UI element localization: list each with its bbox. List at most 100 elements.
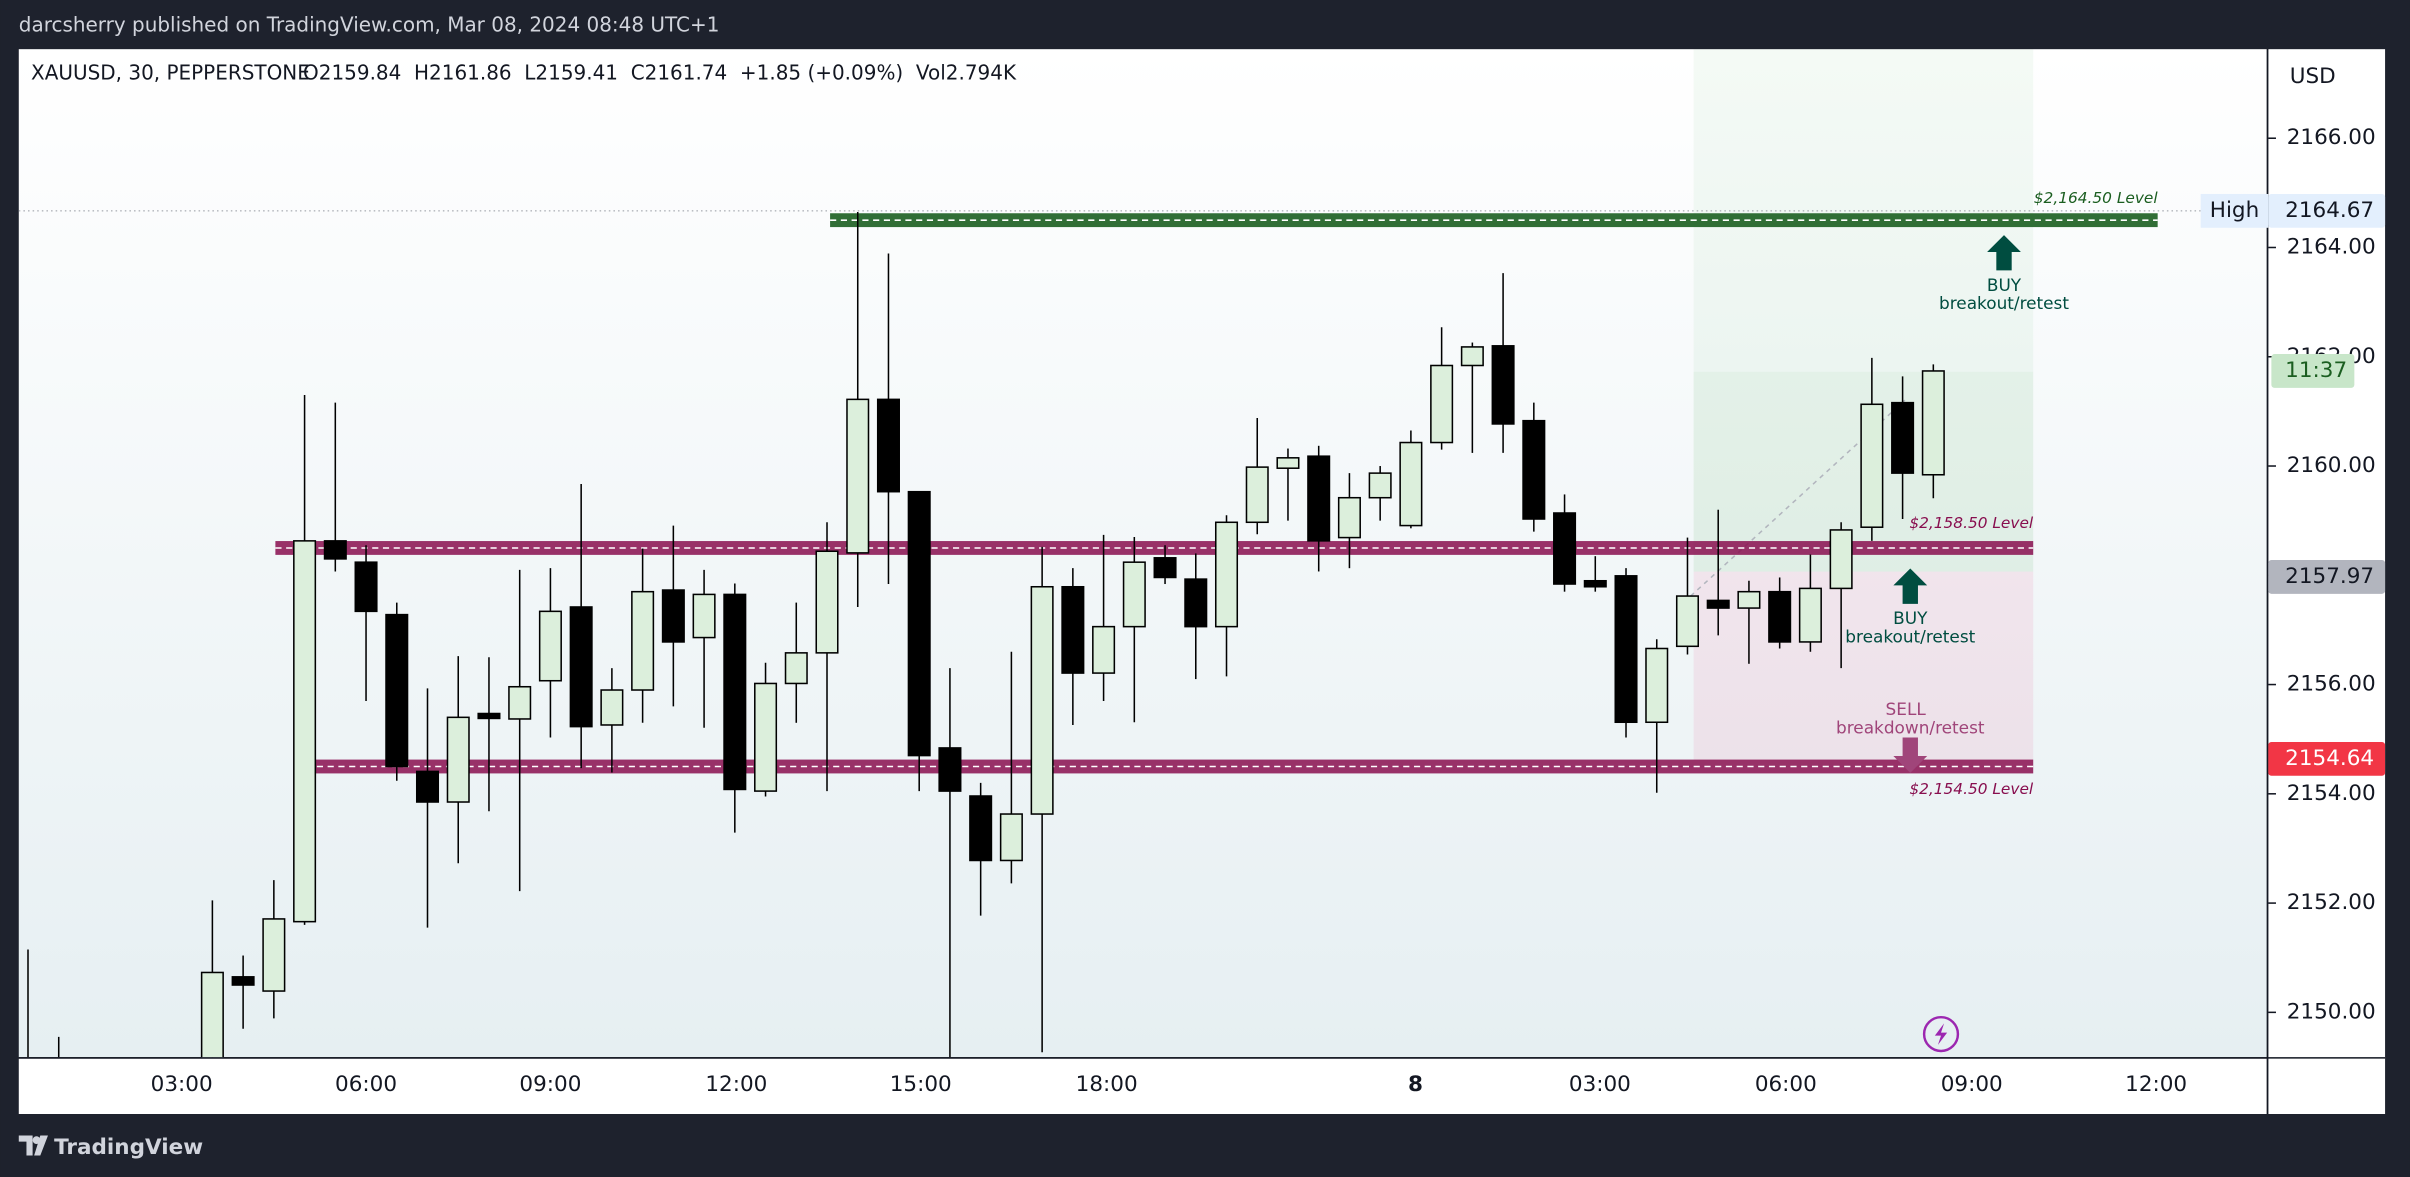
candle-body: [969, 795, 993, 862]
candle-body: [1491, 345, 1515, 425]
x-tick-label: 06:00: [335, 1072, 397, 1097]
candle-body: [1553, 512, 1577, 585]
candle-body: [661, 589, 685, 643]
candle-body: [1061, 585, 1085, 674]
candle-body: [1184, 578, 1208, 628]
candle-body: [1583, 579, 1607, 588]
candle-body: [723, 593, 747, 791]
candle-body: [415, 770, 440, 803]
candle-body: [1768, 590, 1792, 643]
ohlc-legend: O2159.84 H2161.86 L2159.41 C2161.74 +1.8…: [303, 60, 1017, 84]
level-label: $2,164.50 Level: [2034, 189, 2159, 207]
time-axis: [18, 1058, 2267, 1115]
candle-body: [538, 610, 562, 682]
candle-body: [323, 540, 347, 560]
price-badge: [2268, 741, 2386, 776]
arrow: [1987, 235, 2021, 271]
badge-tag-label: High: [2210, 198, 2259, 223]
price-badge: [2268, 193, 2386, 228]
currency[interactable]: USD: [2290, 64, 2336, 89]
candle-body: [754, 682, 778, 792]
plot: [18, 210, 2267, 1058]
price-badge-label: 2157.97: [2285, 564, 2374, 589]
candle-body: [1337, 496, 1361, 539]
x-tick-label: 8: [1408, 1072, 1423, 1097]
candle-body: [231, 976, 255, 986]
candle-body: [477, 712, 501, 720]
x-tick-label: 03:00: [151, 1072, 213, 1097]
candle-body: [907, 490, 931, 757]
candle-body: [200, 971, 224, 1058]
candle-body: [262, 918, 286, 992]
candle-body: [999, 813, 1023, 862]
annotation-text: breakout/retest: [1845, 627, 1975, 647]
lightning-icon[interactable]: [1922, 1015, 1960, 1053]
candle-body: [1245, 466, 1269, 524]
candle-body: [293, 540, 317, 923]
candle-body: [1829, 529, 1853, 590]
candle-body: [1645, 647, 1669, 724]
candle-body: [1522, 419, 1546, 520]
candle-body: [1891, 401, 1915, 474]
candle-body: [1460, 346, 1484, 367]
publish-info: darcsherry published on TradingView.com,…: [19, 13, 720, 37]
candle-body: [1030, 585, 1054, 815]
annotation-title: BUY: [1893, 608, 1928, 628]
candle-body: [1214, 521, 1239, 628]
annotation-title: BUY: [1987, 275, 2022, 295]
candle-body: [1706, 599, 1730, 609]
candle-body: [1307, 455, 1331, 542]
level-band: [830, 213, 2158, 228]
y-tick-label: 2160.00: [2287, 453, 2376, 478]
candle-body: [1276, 457, 1300, 469]
x-tick-label: 12:00: [2125, 1072, 2187, 1097]
candle-body: [1614, 575, 1638, 724]
level-label: $2,154.50 Level: [1909, 780, 2034, 798]
y-tick-label: 2166.00: [2287, 125, 2376, 150]
candle-body: [600, 689, 624, 726]
candle-body: [1399, 441, 1423, 527]
candle-body: [1860, 403, 1884, 528]
y-tick-label: 2156.00: [2287, 672, 2376, 697]
candle-body: [815, 550, 839, 654]
x-tick-label: 09:00: [1941, 1072, 2003, 1097]
annotation-title: SELL: [1886, 699, 1927, 719]
x-tick-label: 03:00: [1569, 1072, 1631, 1097]
candle-body: [1092, 625, 1116, 674]
candle-body: [1737, 590, 1761, 609]
brand: TradingView: [54, 1135, 203, 1160]
y-tick-label: 2150.00: [2287, 999, 2376, 1024]
candle-body: [1430, 364, 1454, 444]
candle-body: [876, 398, 900, 493]
candle-body: [446, 716, 470, 803]
candle-body: [1675, 595, 1700, 648]
y-tick-label: 2164.00: [2287, 234, 2376, 259]
arrow: [1893, 737, 1928, 773]
candle-body: [1368, 472, 1392, 499]
price-badge-label: 2154.64: [2285, 746, 2374, 771]
x-tick-label: 09:00: [519, 1072, 581, 1097]
candle-body: [631, 590, 655, 691]
candle-body: [1921, 370, 1945, 476]
level-band: [275, 541, 2034, 555]
y-tick-label: 2152.00: [2287, 890, 2376, 915]
overlay: $2,164.50 Level $2,158.50 Level $2,154.50 …: [1836, 189, 2158, 798]
x-tick-label: 18:00: [1076, 1072, 1138, 1097]
y-tick-label: 2154.00: [2287, 781, 2376, 806]
symbol: XAUUSD, 30, PEPPERSTONE: [31, 60, 310, 84]
annotation-text: breakdown/retest: [1836, 717, 1985, 737]
price-badge-label: 2164.67: [2285, 198, 2374, 223]
arrow: [1893, 568, 1928, 604]
candle-body: [354, 561, 378, 613]
candle-body: [692, 593, 716, 639]
level-label: $2,158.50 Level: [1909, 514, 2034, 532]
candle-body: [1122, 561, 1146, 628]
countdown-badge: [2271, 354, 2355, 388]
candle-body: [385, 613, 409, 768]
candle-body: [569, 606, 593, 728]
x-tick-label: 15:00: [890, 1072, 952, 1097]
candle-body: [784, 652, 808, 685]
countdown: 11:37: [2285, 358, 2347, 383]
x-tick-label: 06:00: [1755, 1072, 1817, 1097]
